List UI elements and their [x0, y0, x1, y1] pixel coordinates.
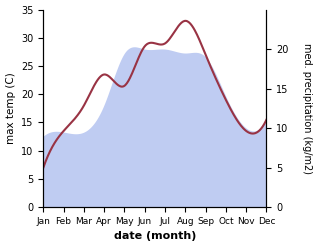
Y-axis label: max temp (C): max temp (C) [5, 72, 16, 144]
X-axis label: date (month): date (month) [114, 231, 196, 242]
Y-axis label: med. precipitation (kg/m2): med. precipitation (kg/m2) [302, 43, 313, 174]
